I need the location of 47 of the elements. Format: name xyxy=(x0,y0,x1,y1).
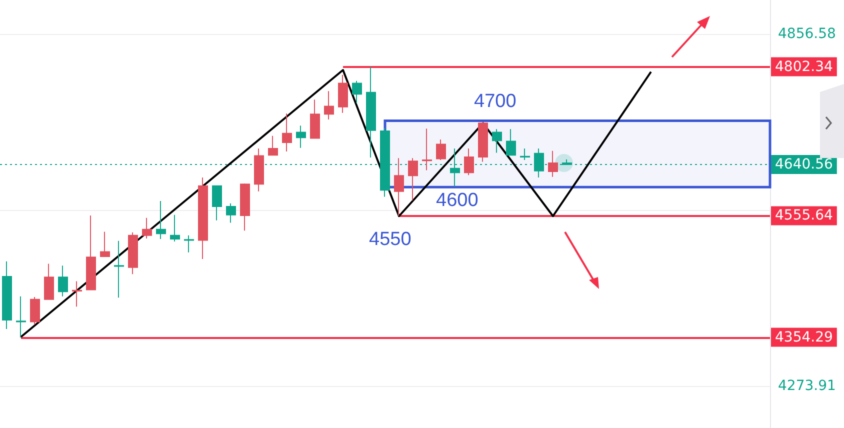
candlestick xyxy=(394,158,404,216)
candlestick xyxy=(16,296,26,338)
candlestick xyxy=(30,296,40,326)
candlestick xyxy=(464,148,474,176)
candlestick xyxy=(114,240,124,298)
candlestick xyxy=(72,280,82,308)
candlestick xyxy=(128,232,138,275)
y-tick-label: 4856.58 xyxy=(778,26,836,42)
candlestick xyxy=(548,150,558,178)
candlestick xyxy=(58,265,68,297)
candlestick xyxy=(408,158,418,201)
y-tick-label: 4273.91 xyxy=(778,378,836,394)
candlestick xyxy=(310,99,320,139)
candlestick xyxy=(212,184,222,221)
candlestick xyxy=(506,128,516,156)
candlestick xyxy=(520,148,530,160)
candlestick xyxy=(296,125,306,148)
candlestick xyxy=(198,176,208,260)
line-series xyxy=(20,69,652,338)
candlestick xyxy=(436,138,446,160)
candlestick xyxy=(156,200,166,240)
candlestick xyxy=(184,234,194,253)
candlestick xyxy=(100,231,110,258)
candlestick xyxy=(86,215,96,290)
candlestick xyxy=(366,66,376,158)
candlestick xyxy=(422,128,432,171)
candlestick xyxy=(324,90,334,120)
candlestick xyxy=(142,217,152,239)
annotation: 4700 xyxy=(474,91,516,112)
candlestick xyxy=(170,214,180,242)
candlestick xyxy=(226,202,236,224)
candlestick xyxy=(44,263,54,300)
candlestick xyxy=(254,148,264,192)
candlestick xyxy=(268,135,278,156)
ref-line-label: 4640.56 xyxy=(775,156,833,172)
candlestick xyxy=(240,183,250,232)
candlestick xyxy=(492,128,502,154)
candlestick xyxy=(2,260,12,330)
candlestick xyxy=(478,122,488,162)
annotation: 4550 xyxy=(369,229,412,250)
candlestick xyxy=(282,112,292,152)
candlestick xyxy=(352,80,362,104)
ref-line-label: 4354.29 xyxy=(775,329,833,346)
ref-line-label: 4802.34 xyxy=(775,58,833,75)
annotation: 4600 xyxy=(436,190,478,211)
ref-line-label: 4555.64 xyxy=(775,208,833,224)
candlestick xyxy=(338,74,348,114)
